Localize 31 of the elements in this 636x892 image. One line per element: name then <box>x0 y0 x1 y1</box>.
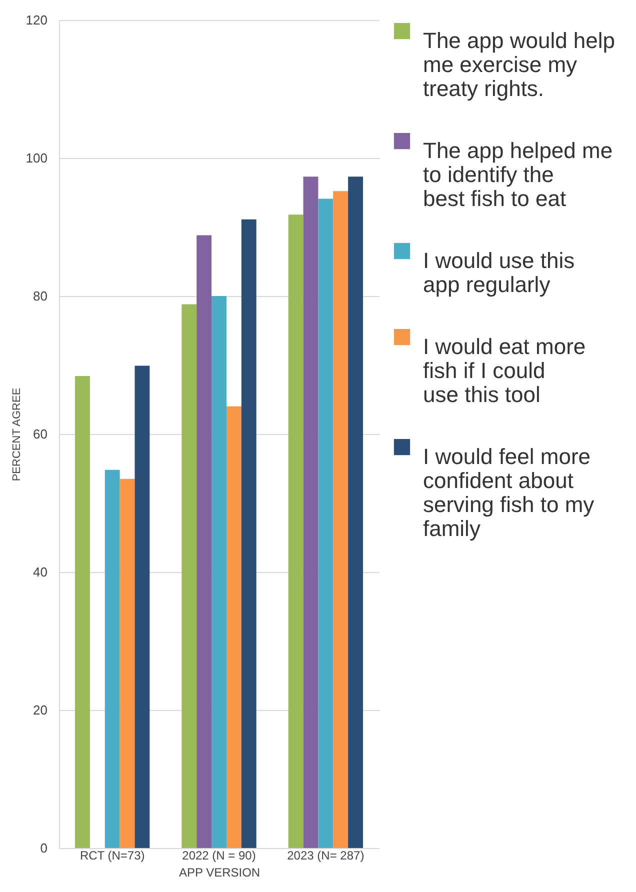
x-tick-label: 2023 (N= 287) <box>287 848 364 862</box>
y-tick-label: 0 <box>40 840 48 856</box>
x-tick-label: 2022 (N = 90) <box>182 848 256 862</box>
bar <box>196 235 212 848</box>
legend-label: I would use this app regularly <box>423 248 575 297</box>
y-tick-label: 120 <box>26 12 48 28</box>
y-tick-label: 80 <box>33 288 48 304</box>
bar <box>318 198 334 848</box>
y-tick-label: 20 <box>33 702 48 718</box>
bar <box>182 304 197 848</box>
bar <box>303 176 318 848</box>
bar <box>75 376 90 848</box>
x-tick-label: RCT (N=73) <box>80 848 145 862</box>
bar <box>333 191 348 848</box>
bar <box>288 214 304 848</box>
y-tick-label: 60 <box>33 426 48 442</box>
bar <box>104 470 120 848</box>
bar <box>120 478 135 848</box>
legend-label: The app helped me to identify the best fish to eat <box>423 138 613 211</box>
bar <box>348 176 363 848</box>
y-axis-title: PERCENT AGREE <box>10 388 23 482</box>
legend-label: The app would help me exercise my treaty rights. <box>423 28 616 101</box>
bar <box>226 406 242 848</box>
bar <box>134 366 150 848</box>
legend-label: I would feel more confident about serving fish to my family <box>423 444 594 541</box>
bar <box>241 219 256 848</box>
bar <box>212 296 226 848</box>
legend-label: I would eat more fish if I could use this tool <box>423 334 586 407</box>
x-axis-title: APP VERSION <box>178 866 260 880</box>
y-tick-label: 100 <box>26 150 48 166</box>
y-tick-label: 40 <box>33 564 48 580</box>
